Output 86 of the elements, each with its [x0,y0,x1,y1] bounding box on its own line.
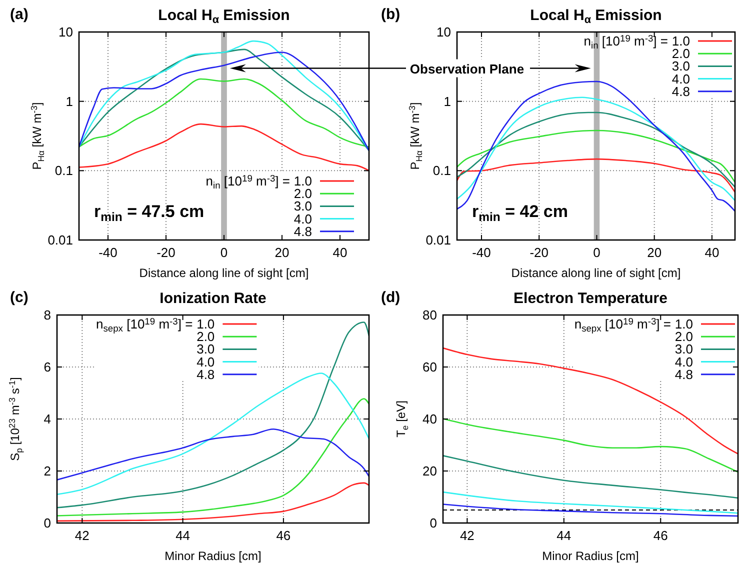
x-tick-label: 46 [653,528,668,543]
y-tick-label: 10 [436,24,451,40]
legend-label: 1.0 [674,316,693,332]
x-tick-label: 40 [332,245,348,260]
x-tick-label: 20 [274,245,290,260]
legend-title: n$_{sepx}$ [10$^{19}$ m$^{-3}$] = [574,316,671,334]
chart-title: Local H$_{α}$ Emission [158,7,290,26]
y-tick-label: 1 [66,94,73,109]
legend-label: 4.0 [674,354,693,370]
y-tick-label: 4 [44,412,51,426]
x-tick-label: -20 [156,245,176,260]
legend-label: 4.0 [294,211,312,226]
y-tick-label: 10 [58,24,73,40]
y-tick-label: 0 [44,516,51,530]
x-tick-label: 0 [593,245,600,260]
chart-title: Ionization Rate [160,290,266,307]
x-axis-title: Minor Radius [cm] [164,549,262,563]
y-tick-label: 60 [422,360,437,374]
text: (c) [10,289,28,306]
x-tick-label: -20 [530,245,548,260]
legend-label: 3.0 [196,342,215,357]
line-series [457,96,735,202]
x-tick-label: 44 [556,528,572,543]
y-tick-label: 20 [422,464,437,478]
x-axis-title: Minor Radius [cm] [542,549,639,563]
chart-title: Electron Temperature [514,290,668,307]
legend-label: 3.0 [672,58,690,74]
legend-label: 3.0 [674,342,693,357]
x-axis-title: Distance along line of sight [cm] [511,266,681,280]
text: (b) [381,6,400,23]
legend-label: 4.8 [674,366,693,382]
legend-label: 2.0 [672,46,690,62]
legend-label: 2.0 [674,329,693,344]
legend-title: n$_{sepx}$ [10$^{19}$ m$^{-3}$] = [96,316,193,334]
x-tick-label: 42 [74,528,90,543]
legend-label: 2.0 [196,329,215,344]
legend-title: n$_{in}$ [10$^{19}$ m$^{-3}$] = [584,33,668,50]
line-series [457,112,735,188]
annotation: r$_{min}$ = 47.5 cm [94,202,204,224]
legend-label: 1.0 [672,34,690,48]
chart-title: Local H$_{α}$ Emission [530,7,662,26]
y-tick-label: 0.01 [48,232,73,248]
line-series [443,455,738,499]
y-tick-label: 6 [44,360,51,374]
legend-label: 2.0 [294,186,312,202]
line-series [79,78,369,148]
line-series [57,398,369,516]
legend-label: 4.8 [196,366,215,382]
y-tick-label: 8 [44,308,51,322]
line-series [57,482,369,522]
y-tick-label: 40 [422,412,437,426]
legend-label: 3.0 [294,198,312,214]
line-series [457,158,735,193]
y-tick-label: 0.1 [54,163,73,178]
y-tick-label: 2 [44,464,51,478]
y-tick-label: 0.01 [426,232,451,248]
x-tick-label: 20 [647,245,662,260]
legend-label: 4.8 [294,224,312,239]
legend-label: 4.0 [672,71,690,86]
legend-label: 4.0 [196,354,215,370]
line-series [443,491,738,514]
line-series [79,123,369,172]
line-series [443,504,738,517]
annotation: Observation Plane [410,61,524,76]
x-tick-label: -40 [98,245,118,260]
y-tick-label: 80 [422,308,437,322]
annotation: r$_{min}$ = 42 cm [472,202,568,224]
x-tick-label: 44 [176,528,190,543]
x-tick-label: 42 [460,528,474,543]
x-tick-label: -40 [472,245,491,260]
x-tick-label: 46 [276,528,291,543]
x-tick-label: 0 [220,245,228,260]
x-axis-title: Distance along line of sight [cm] [139,266,309,280]
text: (d) [381,289,400,306]
line-series [457,130,735,183]
legend-label: 4.8 [672,84,690,99]
text: (a) [10,6,28,23]
y-tick-label: 0.1 [432,163,451,178]
line-series [57,428,369,480]
legend-title: n$_{in}$ [10$^{19}$ m$^{-3}$] = [206,173,290,190]
y-tick-label: 0 [430,516,437,530]
line-series [443,418,738,473]
y-tick-label: 1 [444,94,451,109]
x-tick-label: 40 [704,245,720,260]
legend-label: 1.0 [196,316,215,332]
legend-label: 1.0 [294,174,312,188]
